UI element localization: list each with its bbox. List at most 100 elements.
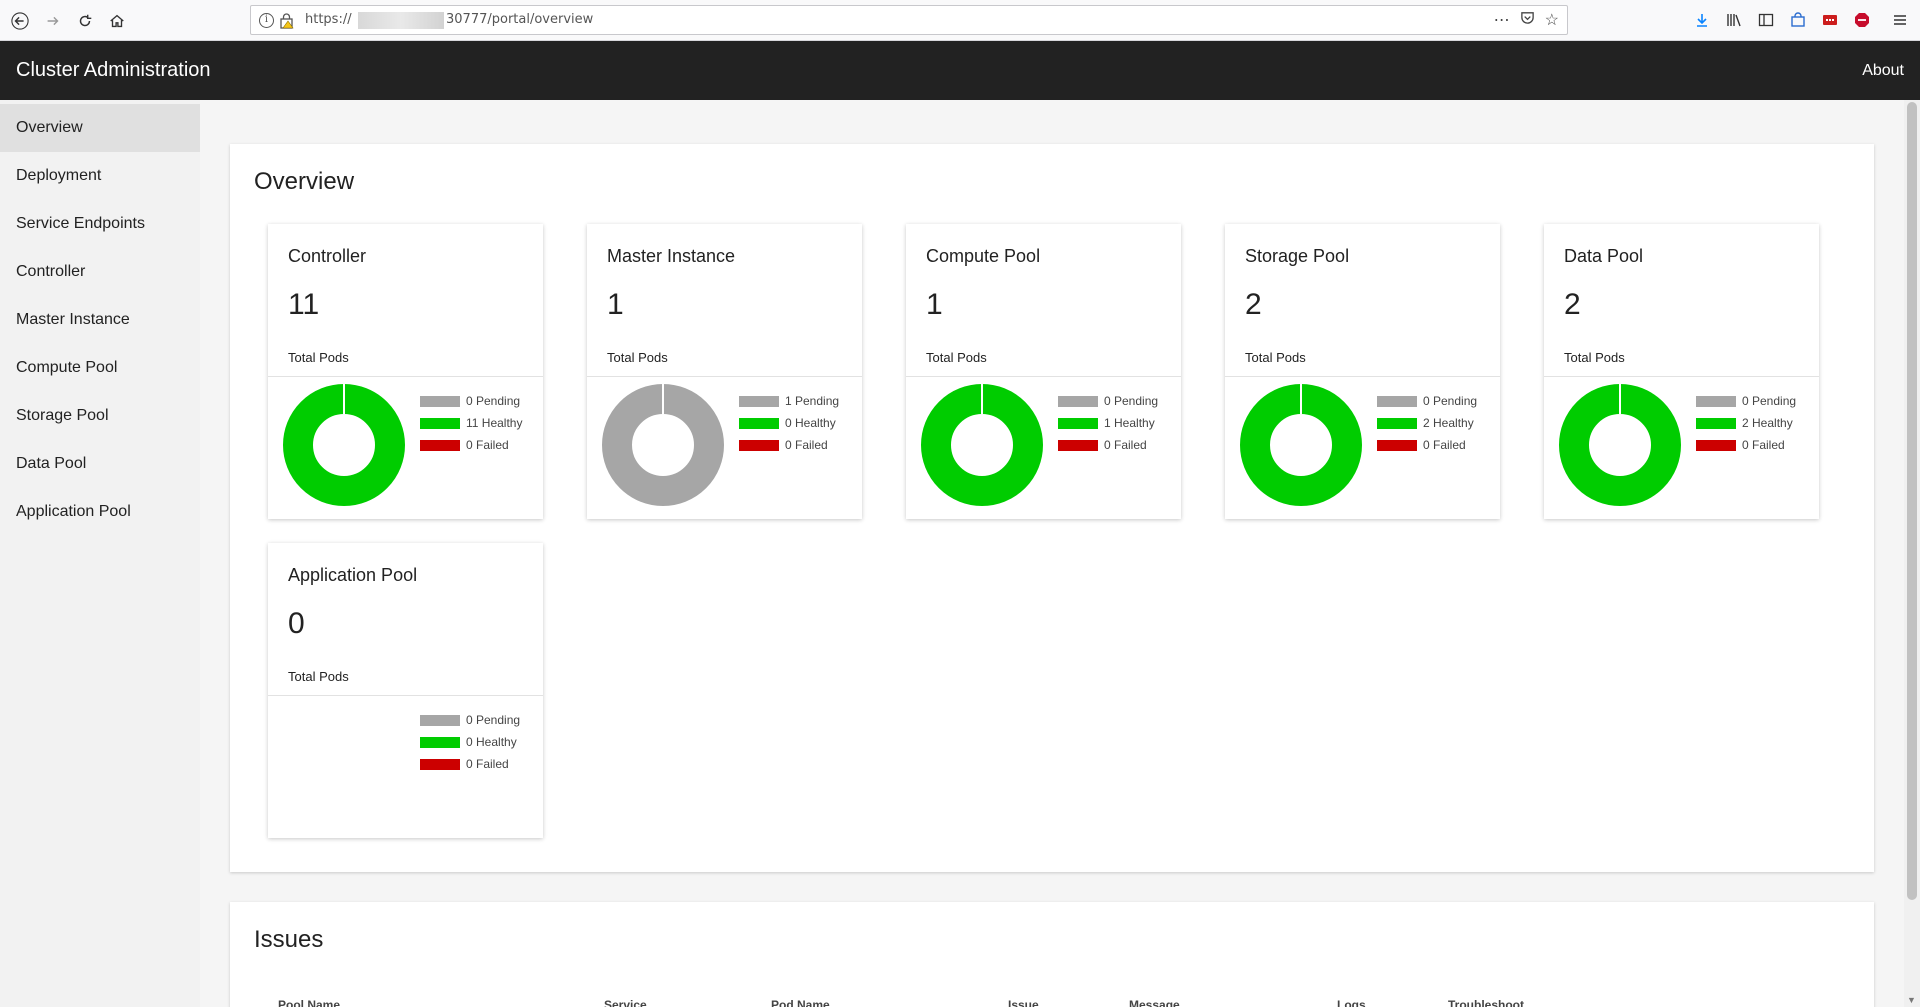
card-total-pods-label: Total Pods (607, 350, 668, 365)
sidebar-item-compute-pool[interactable]: Compute Pool (16, 359, 118, 376)
pending-label: 0 Pending (466, 713, 521, 727)
failed-label: 0 Failed (466, 757, 509, 771)
info-icon[interactable]: i (259, 13, 274, 28)
shopping-bag-icon[interactable] (1788, 10, 1808, 30)
healthy-label: 0 Healthy (785, 416, 836, 430)
healthy-swatch (1058, 417, 1098, 429)
card-total-pods-label: Total Pods (1245, 350, 1306, 365)
pending-label: 0 Pending (466, 394, 521, 408)
app-header: Cluster Administration About (0, 41, 1920, 100)
card-data-pool[interactable]: Data Pool 2 Total Pods 0 Pending 2 Healthy 0 … (1544, 224, 1819, 519)
card-compute-pool[interactable]: Compute Pool 1 Total Pods 0 Pending 1 Health… (906, 224, 1181, 519)
status-legend: 0 Pending 11 Healthy 0 Failed (420, 390, 522, 456)
bookmark-star-icon[interactable]: ☆ (1544, 12, 1559, 29)
issues-col-troubleshoot[interactable]: Troubleshoot (1448, 998, 1524, 1007)
card-master-instance[interactable]: Master Instance 1 Total Pods 1 Pending 0 Hea… (587, 224, 862, 519)
failed-swatch (739, 439, 779, 451)
about-link[interactable]: About (1862, 62, 1904, 79)
failed-swatch (1377, 439, 1417, 451)
card-divider (587, 376, 862, 377)
legend-failed: 0 Failed (420, 753, 520, 775)
scrollbar-thumb[interactable] (1907, 102, 1917, 900)
hamburger-menu-icon[interactable] (1890, 10, 1910, 30)
card-divider (268, 695, 543, 696)
issues-col-service[interactable]: Service (604, 998, 647, 1007)
card-controller[interactable]: Controller 11 Total Pods 0 Pending 11 Health… (268, 224, 543, 519)
issues-title: Issues (254, 926, 324, 953)
sidebar-item-controller[interactable]: Controller (16, 263, 86, 280)
failed-label: 0 Failed (785, 438, 828, 452)
legend-failed: 0 Failed (420, 434, 522, 456)
card-divider (268, 376, 543, 377)
legend-failed: 0 Failed (1058, 434, 1158, 456)
legend-pending: 0 Pending (1696, 390, 1796, 412)
card-title: Data Pool (1564, 246, 1644, 266)
sidebar-item-service-endpoints[interactable]: Service Endpoints (16, 215, 145, 232)
pending-swatch (739, 395, 779, 407)
issues-col-pool-name[interactable]: Pool Name (278, 998, 341, 1007)
legend-pending: 1 Pending (739, 390, 839, 412)
sidebar-item-master-instance[interactable]: Master Instance (16, 311, 130, 328)
card-application-pool[interactable]: Application Pool 0 Total Pods 0 Pending 0 He… (268, 543, 543, 838)
sidebar-item-application-pool[interactable]: Application Pool (16, 503, 131, 520)
sidebar-item-overview[interactable]: Overview (0, 104, 200, 152)
sidebar-toggle-icon[interactable] (1756, 10, 1776, 30)
card-total-pods-label: Total Pods (1564, 350, 1625, 365)
card-divider (1225, 376, 1500, 377)
pod-status-donut[interactable] (1559, 384, 1681, 506)
more-actions-icon[interactable]: ⋯ (1493, 12, 1510, 29)
healthy-swatch (739, 417, 779, 429)
back-icon[interactable] (7, 8, 33, 34)
issues-panel: Issues Pool Name Service Pod Name Issue … (230, 902, 1874, 1007)
failed-swatch (1696, 439, 1736, 451)
legend-healthy: 1 Healthy (1058, 412, 1158, 434)
sidebar: Overview Deployment Service Endpoints Co… (0, 100, 200, 1007)
pocket-icon[interactable] (1520, 10, 1535, 30)
card-title: Compute Pool (926, 246, 1041, 266)
legend-pending: 0 Pending (420, 390, 522, 412)
sidebar-item-data-pool[interactable]: Data Pool (16, 455, 87, 472)
insecure-lock-icon[interactable] (279, 12, 295, 29)
legend-healthy: 2 Healthy (1377, 412, 1477, 434)
password-manager-icon[interactable] (1820, 10, 1840, 30)
card-title: Application Pool (288, 565, 418, 585)
reload-icon[interactable] (72, 8, 98, 34)
scroll-down-arrow-icon[interactable]: ▼ (1907, 995, 1916, 1005)
status-legend: 0 Pending 0 Healthy 0 Failed (420, 709, 520, 775)
card-total-pods: 2 (1245, 288, 1262, 321)
url-prefix: https:// (305, 12, 352, 27)
pod-status-donut[interactable] (1240, 384, 1362, 506)
card-total-pods-label: Total Pods (926, 350, 987, 365)
main-scrollbar[interactable]: ▼ (1904, 100, 1920, 1007)
status-legend: 0 Pending 1 Healthy 0 Failed (1058, 390, 1158, 456)
pending-label: 0 Pending (1104, 394, 1159, 408)
card-divider (906, 376, 1181, 377)
sidebar-item-deployment[interactable]: Deployment (16, 167, 102, 184)
issues-col-logs[interactable]: Logs (1337, 998, 1366, 1007)
issues-col-pod-name[interactable]: Pod Name (771, 998, 830, 1007)
card-total-pods-label: Total Pods (288, 669, 349, 684)
pod-status-donut[interactable] (602, 384, 724, 506)
pending-swatch (1058, 395, 1098, 407)
legend-healthy: 0 Healthy (739, 412, 839, 434)
library-icon[interactable] (1724, 10, 1744, 30)
healthy-label: 2 Healthy (1423, 416, 1474, 430)
card-storage-pool[interactable]: Storage Pool 2 Total Pods 0 Pending 2 Health… (1225, 224, 1500, 519)
healthy-swatch (420, 417, 460, 429)
home-icon[interactable] (104, 8, 130, 34)
card-total-pods: 1 (926, 288, 943, 321)
download-icon[interactable] (1692, 10, 1712, 30)
pod-status-donut[interactable] (921, 384, 1043, 506)
legend-failed: 0 Failed (739, 434, 839, 456)
healthy-swatch (1377, 417, 1417, 429)
issues-col-issue[interactable]: Issue (1008, 998, 1039, 1007)
healthy-label: 0 Healthy (466, 735, 517, 749)
sidebar-item-storage-pool[interactable]: Storage Pool (16, 407, 109, 424)
issues-col-message[interactable]: Message (1129, 998, 1180, 1007)
forward-icon[interactable] (40, 8, 66, 34)
url-bar[interactable]: i https:// 30777/portal/overview ⋯ ☆ (250, 5, 1568, 35)
failed-label: 0 Failed (1742, 438, 1785, 452)
overview-title: Overview (254, 168, 355, 195)
adblock-plus-icon[interactable] (1852, 10, 1872, 30)
pod-status-donut[interactable] (283, 384, 405, 506)
